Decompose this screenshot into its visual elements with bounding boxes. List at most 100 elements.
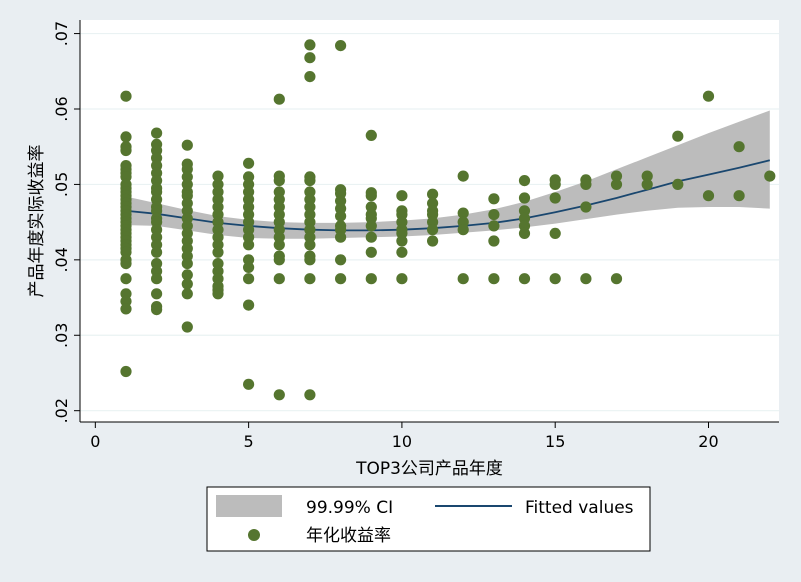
data-point bbox=[427, 235, 439, 247]
data-point bbox=[335, 231, 347, 243]
data-point bbox=[518, 192, 531, 204]
data-point bbox=[212, 170, 224, 182]
data-point bbox=[396, 190, 408, 202]
data-point bbox=[365, 190, 377, 202]
data-point bbox=[151, 127, 163, 139]
y-tick-label: .05 bbox=[52, 172, 71, 197]
data-point bbox=[304, 273, 316, 285]
data-point bbox=[181, 258, 193, 270]
x-axis-title: TOP3公司产品年度 bbox=[355, 459, 503, 479]
data-point bbox=[273, 254, 285, 266]
fit-line bbox=[125, 159, 771, 232]
data-point bbox=[488, 220, 500, 232]
data-point bbox=[120, 90, 132, 102]
data-point bbox=[457, 224, 469, 236]
data-point bbox=[335, 210, 347, 222]
legend: 99.99% CI Fitted values 年化收益率 bbox=[206, 486, 651, 552]
y-tick-label: .04 bbox=[52, 247, 71, 272]
data-point bbox=[457, 273, 469, 285]
data-point bbox=[488, 273, 500, 285]
data-point bbox=[181, 321, 193, 333]
data-point bbox=[304, 39, 316, 51]
x-tick-label: 20 bbox=[698, 432, 718, 451]
axes: .02 .03 .04 .05 .06 .07 0 5 10 15 20 bbox=[52, 20, 779, 451]
data-point bbox=[549, 192, 561, 204]
x-tick-label: 5 bbox=[244, 432, 254, 451]
data-point bbox=[120, 303, 132, 315]
y-tick-label: .02 bbox=[52, 398, 71, 423]
data-point bbox=[457, 170, 469, 182]
data-point bbox=[396, 235, 408, 247]
data-point bbox=[243, 261, 255, 273]
y-axis-title: 产品年度实际收益率 bbox=[27, 145, 47, 298]
ci-band-layer bbox=[126, 110, 770, 239]
data-point bbox=[610, 178, 623, 190]
data-point bbox=[151, 288, 163, 300]
y-tick-label: .07 bbox=[52, 21, 71, 46]
data-point bbox=[273, 273, 285, 285]
data-point bbox=[120, 131, 132, 143]
data-point bbox=[120, 144, 132, 157]
data-point bbox=[733, 141, 745, 153]
fit-line-layer bbox=[125, 159, 771, 232]
data-point bbox=[335, 254, 347, 266]
data-point bbox=[365, 246, 377, 258]
data-point bbox=[273, 175, 285, 187]
data-point bbox=[212, 246, 224, 258]
data-point bbox=[304, 71, 316, 83]
data-point bbox=[243, 378, 255, 390]
data-point bbox=[518, 273, 531, 285]
data-point bbox=[181, 269, 193, 281]
data-point bbox=[243, 239, 255, 251]
legend-points-label: 年化收益率 bbox=[306, 526, 391, 546]
data-point bbox=[335, 40, 347, 52]
data-point bbox=[549, 227, 561, 239]
data-point bbox=[702, 90, 715, 102]
x-tick-label: 15 bbox=[545, 432, 565, 451]
data-point bbox=[304, 389, 316, 401]
data-point bbox=[396, 273, 408, 285]
data-point bbox=[641, 170, 653, 182]
data-point bbox=[764, 170, 776, 182]
data-point bbox=[181, 278, 193, 290]
data-point bbox=[610, 273, 623, 285]
data-point bbox=[181, 288, 193, 300]
data-point bbox=[335, 273, 347, 285]
data-point bbox=[518, 175, 531, 187]
data-point bbox=[273, 239, 285, 251]
y-tick-label: .03 bbox=[52, 323, 71, 348]
data-point bbox=[580, 201, 592, 213]
data-point bbox=[549, 178, 561, 190]
data-point bbox=[488, 193, 500, 205]
data-point bbox=[672, 130, 684, 142]
data-point bbox=[273, 389, 285, 401]
legend-fit-label: Fitted values bbox=[525, 498, 634, 518]
legend-points-swatch bbox=[248, 529, 260, 541]
data-point bbox=[304, 52, 316, 64]
data-point bbox=[365, 231, 377, 243]
legend-ci-swatch bbox=[216, 495, 282, 517]
data-point bbox=[396, 246, 408, 258]
data-point bbox=[733, 190, 745, 202]
data-point bbox=[243, 157, 255, 169]
data-point bbox=[151, 304, 163, 316]
data-point bbox=[427, 188, 439, 200]
y-tick-label: .06 bbox=[52, 96, 71, 121]
data-point bbox=[580, 178, 592, 190]
data-point bbox=[151, 273, 163, 285]
data-point bbox=[702, 190, 715, 202]
data-point bbox=[212, 288, 224, 300]
data-point bbox=[427, 224, 439, 236]
legend-ci-label: 99.99% CI bbox=[306, 498, 393, 518]
data-point bbox=[243, 273, 255, 285]
data-point bbox=[610, 170, 623, 182]
data-point bbox=[549, 273, 561, 285]
data-point bbox=[120, 258, 132, 270]
data-point bbox=[273, 93, 285, 105]
data-point bbox=[580, 273, 592, 285]
data-point bbox=[304, 254, 316, 266]
data-point bbox=[151, 246, 163, 258]
data-point bbox=[365, 273, 377, 285]
data-point bbox=[641, 178, 653, 190]
